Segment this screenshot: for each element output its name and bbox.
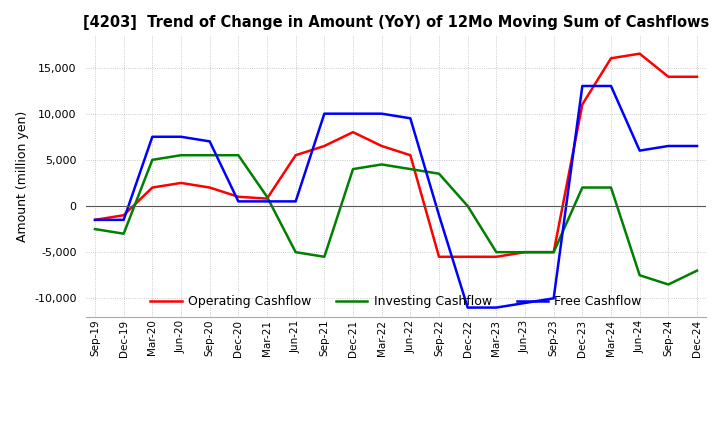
Free Cashflow [492,305,500,310]
Operating Cashflow [549,249,558,255]
Free Cashflow [263,199,271,204]
Investing Cashflow [607,185,616,190]
Free Cashflow [148,134,157,139]
Free Cashflow [549,296,558,301]
Free Cashflow [292,199,300,204]
Investing Cashflow [406,166,415,172]
Operating Cashflow [176,180,185,186]
Operating Cashflow [521,249,529,255]
Free Cashflow [607,83,616,88]
Free Cashflow [348,111,357,116]
Investing Cashflow [492,249,500,255]
Free Cashflow [693,143,701,149]
Investing Cashflow [521,249,529,255]
Investing Cashflow [205,153,214,158]
Investing Cashflow [693,268,701,273]
Free Cashflow [435,213,444,218]
Operating Cashflow [292,153,300,158]
Investing Cashflow [120,231,128,236]
Free Cashflow [635,148,644,153]
Investing Cashflow [148,157,157,162]
Investing Cashflow [435,171,444,176]
Investing Cashflow [664,282,672,287]
Investing Cashflow [292,249,300,255]
Free Cashflow [578,83,587,88]
Title: [4203]  Trend of Change in Amount (YoY) of 12Mo Moving Sum of Cashflows: [4203] Trend of Change in Amount (YoY) o… [83,15,709,30]
Investing Cashflow [578,185,587,190]
Operating Cashflow [492,254,500,260]
Operating Cashflow [91,217,99,223]
Operating Cashflow [148,185,157,190]
Operating Cashflow [635,51,644,56]
Investing Cashflow [348,166,357,172]
Free Cashflow [205,139,214,144]
Legend: Operating Cashflow, Investing Cashflow, Free Cashflow: Operating Cashflow, Investing Cashflow, … [145,290,647,313]
Free Cashflow [91,217,99,223]
Free Cashflow [120,217,128,223]
Line: Investing Cashflow: Investing Cashflow [95,155,697,285]
Free Cashflow [320,111,328,116]
Operating Cashflow [693,74,701,79]
Y-axis label: Amount (million yen): Amount (million yen) [16,110,29,242]
Operating Cashflow [377,143,386,149]
Free Cashflow [406,116,415,121]
Operating Cashflow [348,129,357,135]
Operating Cashflow [205,185,214,190]
Operating Cashflow [464,254,472,260]
Free Cashflow [176,134,185,139]
Investing Cashflow [91,227,99,232]
Operating Cashflow [578,102,587,107]
Operating Cashflow [664,74,672,79]
Investing Cashflow [320,254,328,260]
Investing Cashflow [635,273,644,278]
Operating Cashflow [406,153,415,158]
Operating Cashflow [234,194,243,199]
Investing Cashflow [263,194,271,199]
Free Cashflow [521,301,529,306]
Operating Cashflow [607,55,616,61]
Investing Cashflow [549,249,558,255]
Operating Cashflow [320,143,328,149]
Free Cashflow [377,111,386,116]
Operating Cashflow [263,196,271,201]
Free Cashflow [664,143,672,149]
Operating Cashflow [120,213,128,218]
Operating Cashflow [435,254,444,260]
Investing Cashflow [464,203,472,209]
Line: Operating Cashflow: Operating Cashflow [95,54,697,257]
Investing Cashflow [377,162,386,167]
Free Cashflow [234,199,243,204]
Free Cashflow [464,305,472,310]
Investing Cashflow [234,153,243,158]
Line: Free Cashflow: Free Cashflow [95,86,697,308]
Investing Cashflow [176,153,185,158]
